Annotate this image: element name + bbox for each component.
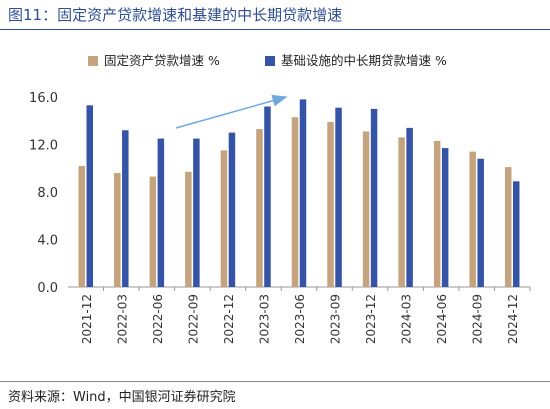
bar-fixed-asset <box>327 121 334 287</box>
bar-infrastructure <box>441 148 449 287</box>
bar-fixed-asset <box>469 151 476 287</box>
x-tick-label: 2023-03 <box>257 294 271 344</box>
bar-fixed-asset <box>504 167 512 287</box>
legend-swatch-infrastructure <box>265 56 275 66</box>
bar-infrastructure <box>157 138 165 287</box>
legend-label-fixed-asset: 固定资产贷款增速 % <box>104 53 220 68</box>
bar-fixed-asset <box>185 171 192 287</box>
x-tick-label: 2023-12 <box>364 294 378 344</box>
y-tick-label: 16.0 <box>29 91 58 106</box>
bar-fixed-asset <box>433 140 441 287</box>
title-divider <box>0 29 550 30</box>
x-tick-label: 2022-09 <box>186 294 200 344</box>
bar-fixed-asset <box>114 173 121 287</box>
y-tick-label: 0.0 <box>37 281 58 296</box>
x-tick-label: 2024-06 <box>435 294 449 344</box>
x-tick-label: 2022-03 <box>115 294 129 344</box>
legend-swatch-fixed-asset <box>88 56 98 66</box>
source-divider <box>0 381 550 382</box>
bar-fixed-asset <box>362 131 370 287</box>
bar-infrastructure <box>228 132 236 287</box>
bar-infrastructure <box>370 108 378 287</box>
bar-chart: 0.0 4.0 8.0 12.0 16.0 2021-12 2022-03 2022-06 20… <box>29 53 531 344</box>
source-note: 资料来源：Wind，中国银河证券研究院 <box>8 390 236 405</box>
y-tick-label: 12.0 <box>29 139 58 154</box>
x-tick-label: 2022-06 <box>151 294 165 344</box>
bar-infrastructure <box>86 105 94 287</box>
y-tick-label: 8.0 <box>37 186 58 201</box>
bar-fixed-asset <box>291 117 299 287</box>
bar-infrastructure <box>122 130 129 287</box>
bar-infrastructure <box>335 107 342 287</box>
x-tick-label: 2021-12 <box>80 294 94 344</box>
bar-infrastructure <box>299 99 307 287</box>
x-tick-label: 2023-09 <box>329 294 343 344</box>
bar-fixed-asset <box>220 150 228 287</box>
x-tick-label: 2023-06 <box>293 294 307 344</box>
bar-infrastructure <box>477 158 484 287</box>
trend-arrow <box>175 94 288 129</box>
bar-infrastructure <box>264 106 271 287</box>
x-tick-label: 2024-03 <box>400 294 414 344</box>
x-tick-label: 2022-12 <box>222 294 236 344</box>
bar-infrastructure <box>193 138 200 287</box>
bar-fixed-asset <box>256 129 263 287</box>
x-tick-label: 2024-12 <box>506 294 520 344</box>
chart-title: 图11：固定资产贷款增速和基建的中长期贷款增速 <box>8 6 343 24</box>
bar-infrastructure <box>406 127 413 287</box>
bar-fixed-asset <box>78 165 86 287</box>
bar-infrastructure <box>512 181 520 287</box>
bar-fixed-asset <box>149 176 157 287</box>
y-tick-label: 4.0 <box>37 234 58 249</box>
x-tick-label: 2024-09 <box>471 294 485 344</box>
bar-fixed-asset <box>398 137 405 287</box>
legend-label-infrastructure: 基础设施的中长期贷款增速 % <box>281 53 447 68</box>
